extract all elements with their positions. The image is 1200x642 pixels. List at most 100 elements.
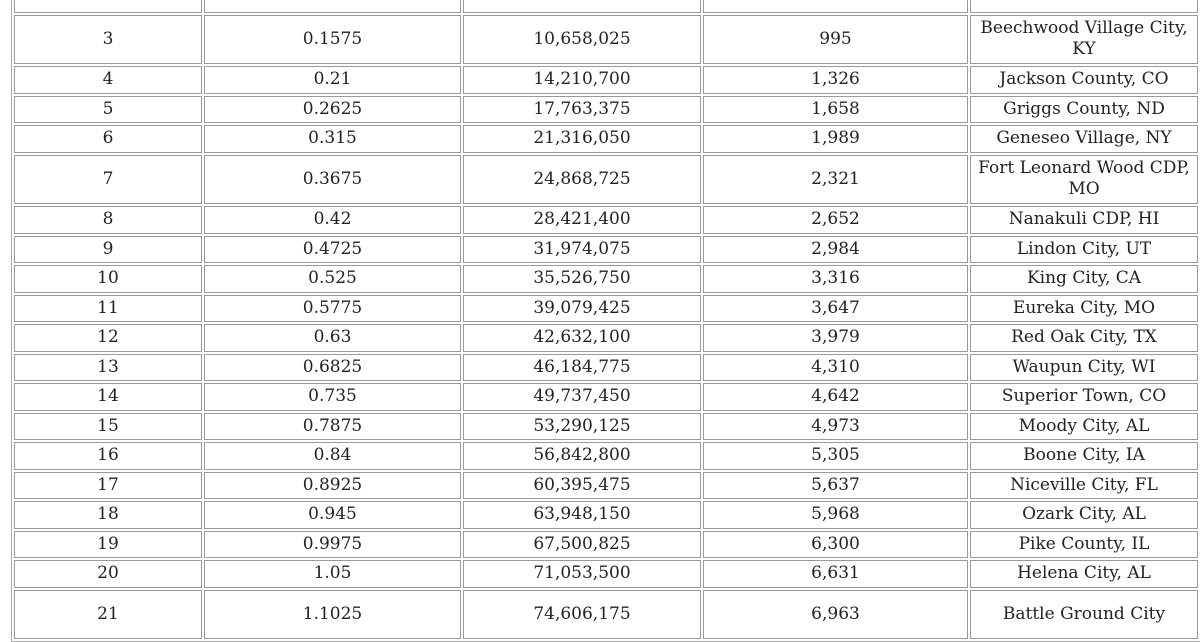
rank-cell: 4: [14, 66, 202, 94]
rank-cell: 5: [14, 95, 202, 123]
count-cell: 2,984: [703, 235, 968, 263]
population-cell: 21,316,050: [463, 125, 701, 153]
fraction-cell: 0.42: [204, 206, 461, 234]
count-cell: 3,647: [703, 294, 968, 322]
rank-cell: 8: [14, 206, 202, 234]
table-row: 16 0.84 56,842,800 5,305 Boone City, IA: [14, 442, 1198, 470]
place-cell: Fort Leonard Wood CDP, MO: [970, 154, 1198, 204]
fraction-cell: 0.2625: [204, 95, 461, 123]
data-table: 20.1057,105,350663Indianapolis, IN30.157…: [11, 0, 1200, 642]
fraction-cell: 0.63: [204, 324, 461, 352]
fraction-cell: 0.8925: [204, 471, 461, 499]
place-cell: Niceville City, FL: [970, 471, 1198, 499]
rank-cell: 12: [14, 324, 202, 352]
fraction-cell: 0.84: [204, 442, 461, 470]
population-cell: 39,079,425: [463, 294, 701, 322]
table-row: 13 0.6825 46,184,775 4,310 Waupun City, WI: [14, 353, 1198, 381]
table-row: 11 0.5775 39,079,425 3,647 Eureka City, MO: [14, 294, 1198, 322]
table-row: 6 0.315 21,316,050 1,989 Geneseo Village, NY: [14, 125, 1198, 153]
fraction-cell: 0.7875: [204, 412, 461, 440]
table-row: 3 0.1575 10,658,025 995 Beechwood Village Ci…: [14, 14, 1198, 64]
count-cell: 5,305: [703, 442, 968, 470]
rank-cell: 3: [14, 14, 202, 64]
population-cell: 42,632,100: [463, 324, 701, 352]
fraction-cell: 0.315: [204, 125, 461, 153]
count-cell: 6,963: [703, 589, 968, 639]
population-cell: 63,948,150: [463, 501, 701, 529]
table-row: 14 0.735 49,737,450 4,642 Superior Town, CO: [14, 383, 1198, 411]
place-cell: Lindon City, UT: [970, 235, 1198, 263]
count-cell: 1,989: [703, 125, 968, 153]
place-cell: Eureka City, MO: [970, 294, 1198, 322]
population-cell: 7,105,350: [463, 0, 701, 13]
population-cell: 46,184,775: [463, 353, 701, 381]
population-cell: 24,868,725: [463, 154, 701, 204]
fraction-cell: 0.9975: [204, 530, 461, 558]
place-cell: Superior Town, CO: [970, 383, 1198, 411]
table-row: 9 0.4725 31,974,075 2,984 Lindon City, UT: [14, 235, 1198, 263]
place-cell: Pike County, IL: [970, 530, 1198, 558]
rank-cell: 17: [14, 471, 202, 499]
rank-cell: 21: [14, 589, 202, 639]
table-row: 15 0.7875 53,290,125 4,973 Moody City, AL: [14, 412, 1198, 440]
count-cell: 5,968: [703, 501, 968, 529]
place-cell: Indianapolis, IN: [970, 0, 1198, 13]
place-cell: Red Oak City, TX: [970, 324, 1198, 352]
fraction-cell: 0.945: [204, 501, 461, 529]
count-cell: 6,300: [703, 530, 968, 558]
count-cell: 1,658: [703, 95, 968, 123]
fraction-cell: 0.6825: [204, 353, 461, 381]
table-row: 12 0.63 42,632,100 3,979 Red Oak City, TX: [14, 324, 1198, 352]
population-cell: 56,842,800: [463, 442, 701, 470]
population-cell: 67,500,825: [463, 530, 701, 558]
rank-cell: 20: [14, 560, 202, 588]
rank-cell: 7: [14, 154, 202, 204]
place-cell: Griggs County, ND: [970, 95, 1198, 123]
count-cell: 995: [703, 14, 968, 64]
rank-cell: 2: [14, 0, 202, 13]
count-cell: 2,652: [703, 206, 968, 234]
place-cell: Boone City, IA: [970, 442, 1198, 470]
table-row: 7 0.3675 24,868,725 2,321 Fort Leonard Wood …: [14, 154, 1198, 204]
count-cell: 2,321: [703, 154, 968, 204]
fraction-cell: 0.3675: [204, 154, 461, 204]
count-cell: 4,973: [703, 412, 968, 440]
population-cell: 17,763,375: [463, 95, 701, 123]
rank-cell: 15: [14, 412, 202, 440]
rank-cell: 16: [14, 442, 202, 470]
rank-cell: 11: [14, 294, 202, 322]
population-cell: 71,053,500: [463, 560, 701, 588]
count-cell: 3,316: [703, 265, 968, 293]
place-cell: Nanakuli CDP, HI: [970, 206, 1198, 234]
count-cell: 4,310: [703, 353, 968, 381]
place-cell: Jackson County, CO: [970, 66, 1198, 94]
place-cell: Waupun City, WI: [970, 353, 1198, 381]
population-cell: 14,210,700: [463, 66, 701, 94]
rank-cell: 9: [14, 235, 202, 263]
place-cell: King City, CA: [970, 265, 1198, 293]
fraction-cell: 0.4725: [204, 235, 461, 263]
table-row: 21 1.1025 74,606,175 6,963 Battle Ground Cit…: [14, 589, 1198, 639]
place-cell: Moody City, AL: [970, 412, 1198, 440]
population-cell: 35,526,750: [463, 265, 701, 293]
count-cell: 663: [703, 0, 968, 13]
fraction-cell: 0.1575: [204, 14, 461, 64]
table-row: 20.1057,105,350663Indianapolis, IN: [14, 0, 1198, 13]
count-cell: 5,637: [703, 471, 968, 499]
table-row: 17 0.8925 60,395,475 5,637 Niceville City, F…: [14, 471, 1198, 499]
table-row: 10 0.525 35,526,750 3,316 King City, CA: [14, 265, 1198, 293]
table-row: 8 0.42 28,421,400 2,652 Nanakuli CDP, HI: [14, 206, 1198, 234]
population-cell: 49,737,450: [463, 383, 701, 411]
population-cell: 31,974,075: [463, 235, 701, 263]
table-body: 20.1057,105,350663Indianapolis, IN30.157…: [14, 0, 1198, 639]
table-row: 18 0.945 63,948,150 5,968 Ozark City, AL: [14, 501, 1198, 529]
population-cell: 10,658,025: [463, 14, 701, 64]
rank-cell: 10: [14, 265, 202, 293]
population-cell: 53,290,125: [463, 412, 701, 440]
rank-cell: 13: [14, 353, 202, 381]
rank-cell: 14: [14, 383, 202, 411]
fraction-cell: 0.21: [204, 66, 461, 94]
place-cell: Ozark City, AL: [970, 501, 1198, 529]
fraction-cell: 0.5775: [204, 294, 461, 322]
rank-cell: 19: [14, 530, 202, 558]
